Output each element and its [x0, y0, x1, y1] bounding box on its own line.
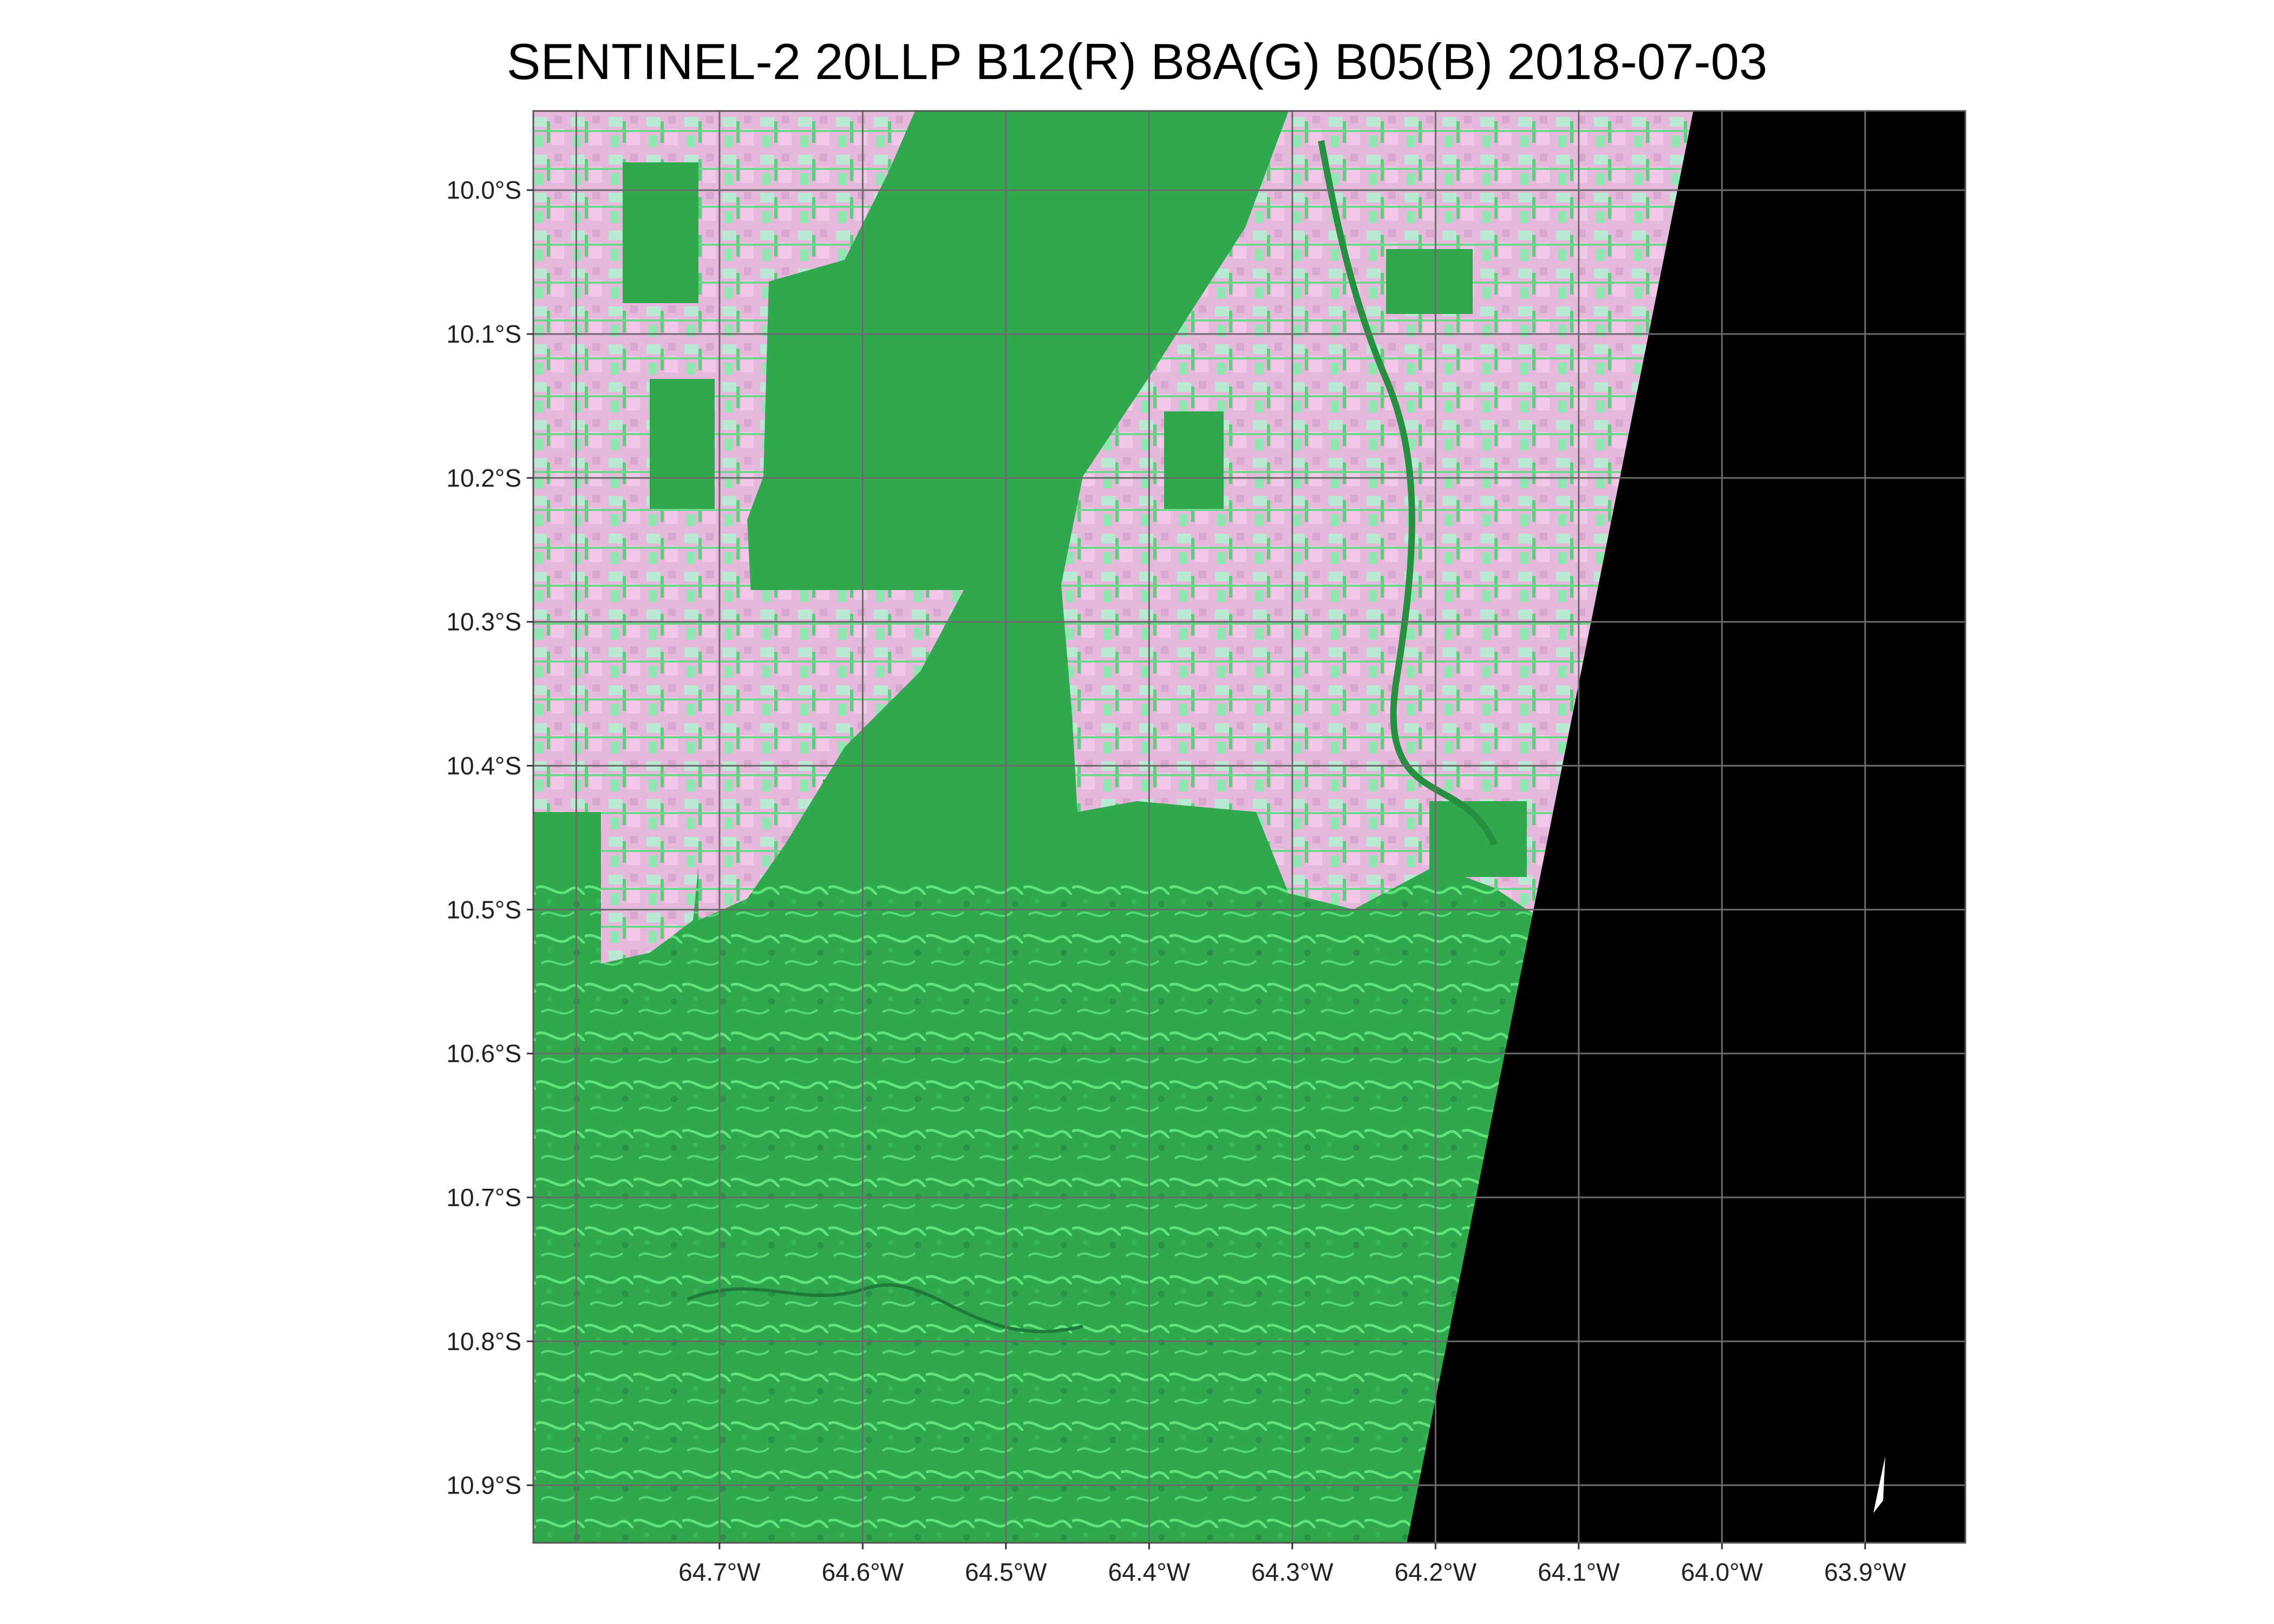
y-tick-label: 10.5°S [446, 895, 521, 924]
forest-patch [1164, 411, 1224, 509]
x-tick-label: 64.2°W [1395, 1558, 1477, 1586]
no-data-area [1407, 111, 1965, 1543]
y-tick-label: 10.0°S [446, 176, 521, 204]
x-tick-label: 64.0°W [1681, 1558, 1763, 1586]
north-arrow-icon [1873, 1456, 1885, 1513]
map-frame [532, 110, 1966, 1544]
pasture-area-southwest [666, 590, 964, 920]
x-tick-label: 64.7°W [678, 1558, 761, 1586]
forest-patch [1429, 801, 1527, 877]
river [1318, 140, 1498, 846]
forest-patch [823, 780, 964, 866]
x-tick-label: 64.1°W [1538, 1558, 1620, 1586]
y-tick-label: 10.4°S [446, 752, 521, 780]
graticule [533, 111, 1965, 1543]
y-tick-label: 10.7°S [446, 1183, 521, 1212]
latitude-axis: 10.0°S 10.1°S 10.2°S 10.3°S 10.4°S 10.5°S 10.6… [446, 176, 533, 1499]
pasture-area-west [533, 111, 915, 964]
river [687, 1283, 1083, 1333]
forest-patch [650, 379, 715, 509]
forest-patch [623, 162, 698, 303]
map-image [533, 111, 1965, 1543]
y-tick-label: 10.9°S [446, 1471, 521, 1499]
y-tick-label: 10.8°S [446, 1327, 521, 1355]
x-tick-label: 64.5°W [965, 1558, 1047, 1586]
y-tick-label: 10.2°S [446, 464, 521, 492]
pasture-area-east [1061, 111, 1706, 920]
y-tick-label: 10.1°S [446, 320, 521, 348]
x-tick-label: 64.6°W [822, 1558, 904, 1586]
x-tick-label: 64.3°W [1251, 1558, 1334, 1586]
y-tick-label: 10.3°S [446, 608, 521, 636]
x-tick-label: 63.9°W [1824, 1558, 1906, 1586]
forest-patch [1386, 249, 1473, 314]
y-tick-label: 10.6°S [446, 1039, 521, 1068]
map-title: SENTINEL-2 20LLP B12(R) B8A(G) B05(B) 20… [506, 33, 1768, 90]
x-tick-label: 64.4°W [1108, 1558, 1191, 1586]
longitude-axis: 64.7°W 64.6°W 64.5°W 64.4°W 64.3°W 64.2°W 64.1… [678, 1543, 1906, 1586]
